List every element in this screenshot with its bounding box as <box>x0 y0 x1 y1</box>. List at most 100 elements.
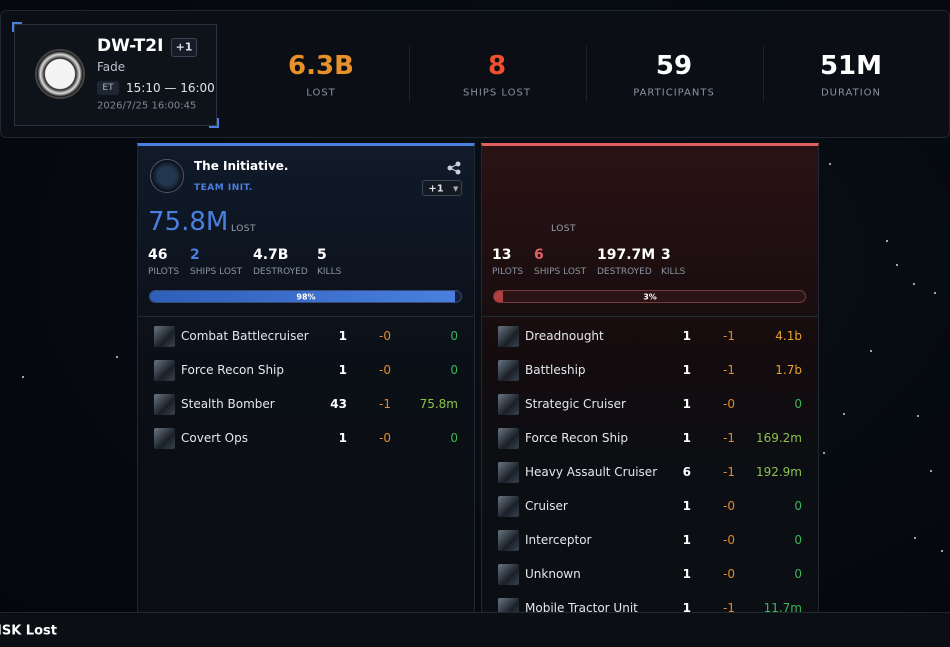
ship-icon <box>498 496 519 517</box>
divider <box>586 46 587 102</box>
ship-count: 6 <box>682 465 691 479</box>
ship-lost: -1 <box>723 431 735 445</box>
corner <box>12 22 22 32</box>
ship-isk: 0 <box>450 329 458 343</box>
ship-isk: 0 <box>450 431 458 445</box>
share-icon <box>447 160 461 175</box>
team-stat-label: PILOTS <box>148 267 180 277</box>
ship-icon <box>498 564 519 585</box>
progress-track: 98% <box>149 290 462 303</box>
team-stat-label: SHIPS LOST <box>190 267 243 277</box>
team-stat-label: KILLS <box>317 267 342 277</box>
ship-isk: 0 <box>794 499 802 513</box>
ship-name: Strategic Cruiser <box>525 397 626 411</box>
star <box>896 264 898 266</box>
star <box>917 415 919 417</box>
team-stat-label: DESTROYED <box>253 267 308 277</box>
ship-count: 43 <box>330 397 347 411</box>
system-badge: +1 <box>175 40 193 54</box>
ship-isk: 0 <box>794 567 802 581</box>
star <box>22 376 24 378</box>
avatar <box>35 49 85 99</box>
footer-bar <box>0 612 950 647</box>
ship-icon <box>154 360 175 381</box>
ship-name: Interceptor <box>525 533 592 547</box>
team-stat-value: 197.7M <box>597 247 656 263</box>
star <box>886 240 888 242</box>
ship-name: Battleship <box>525 363 586 377</box>
ship-isk: 75.8m <box>419 397 458 411</box>
star <box>913 283 915 285</box>
team-stat-value: 13 <box>492 247 512 263</box>
star <box>930 470 932 472</box>
ship-count: 1 <box>682 431 691 445</box>
star <box>914 537 916 539</box>
ship-count: 1 <box>682 533 691 547</box>
ship-isk: 0 <box>450 363 458 377</box>
stat-label: LOST <box>306 87 336 99</box>
system-name: DW-T2I <box>97 36 164 56</box>
timezone: ET <box>102 83 114 93</box>
team-stat-value: 2 <box>190 247 200 263</box>
ship-lost: -1 <box>723 601 735 613</box>
stat-value: 8 <box>487 51 507 81</box>
ship-count: 1 <box>338 329 347 343</box>
progress-label: 3% <box>643 292 657 302</box>
ship-lost: -1 <box>723 329 735 343</box>
badge <box>171 38 197 57</box>
ship-lost: -0 <box>723 567 735 581</box>
divider <box>763 46 764 102</box>
region: Fade <box>97 60 126 74</box>
ship-count: 1 <box>682 329 691 343</box>
date: 2026/7/25 16:00:45 <box>97 100 197 112</box>
footer-title: ISK Lost <box>0 623 57 639</box>
ship-isk: 169.2m <box>755 431 802 445</box>
ship-isk: 192.9m <box>755 465 802 479</box>
ship-lost: -0 <box>379 329 391 343</box>
ship-name: Dreadnought <box>525 329 604 343</box>
stat-value: 51M <box>819 51 883 81</box>
star <box>941 550 943 552</box>
ship-icon <box>498 428 519 449</box>
team-stat-value: 6 <box>534 247 544 263</box>
ship-name: Combat Battlecruiser <box>181 329 309 343</box>
progress-label: 98% <box>296 292 316 302</box>
ship-lost: -1 <box>723 465 735 479</box>
divider <box>409 46 410 102</box>
team-stat-value: 3 <box>661 247 671 263</box>
ship-lost: -0 <box>379 431 391 445</box>
separator <box>482 316 818 317</box>
stat-value: 59 <box>655 51 693 81</box>
ship-lost: -1 <box>379 397 391 411</box>
ship-lost: -0 <box>723 397 735 411</box>
ship-icon <box>498 394 519 415</box>
team-panel: The Initiative. TEAM INIT. +1 ▼ 75.8M LOST 46 P… <box>137 143 475 613</box>
team-name: The Initiative. <box>194 159 289 173</box>
star <box>116 356 118 358</box>
team-stat-value: 46 <box>148 247 168 263</box>
alliance-dropdown[interactable]: +1 ▼ <box>422 180 462 196</box>
ship-isk: 1.7b <box>775 363 802 377</box>
ship-name: Mobile Tractor Unit <box>525 601 638 613</box>
dropdown-arrow: ▼ <box>453 185 459 193</box>
ship-name: Force Recon Ship <box>181 363 284 377</box>
ship-name: Heavy Assault Cruiser <box>525 465 658 479</box>
isk-lost: 75.8M <box>148 207 229 237</box>
ship-count: 1 <box>682 567 691 581</box>
ship-count: 1 <box>682 499 691 513</box>
team-stat-label: KILLS <box>661 267 686 277</box>
ship-name: Cruiser <box>525 499 568 513</box>
ship-icon <box>498 598 519 612</box>
ship-isk: 0 <box>794 397 802 411</box>
alliance-count: +1 <box>428 183 444 195</box>
ship-count: 1 <box>338 431 347 445</box>
ship-isk: 0 <box>794 533 802 547</box>
stat-label: SHIPS LOST <box>463 87 531 99</box>
ship-count: 1 <box>682 363 691 377</box>
ship-lost: -0 <box>723 499 735 513</box>
progress-fill <box>494 291 504 302</box>
ship-lost: -1 <box>723 363 735 377</box>
ship-icon <box>154 326 175 347</box>
corner <box>209 118 219 128</box>
